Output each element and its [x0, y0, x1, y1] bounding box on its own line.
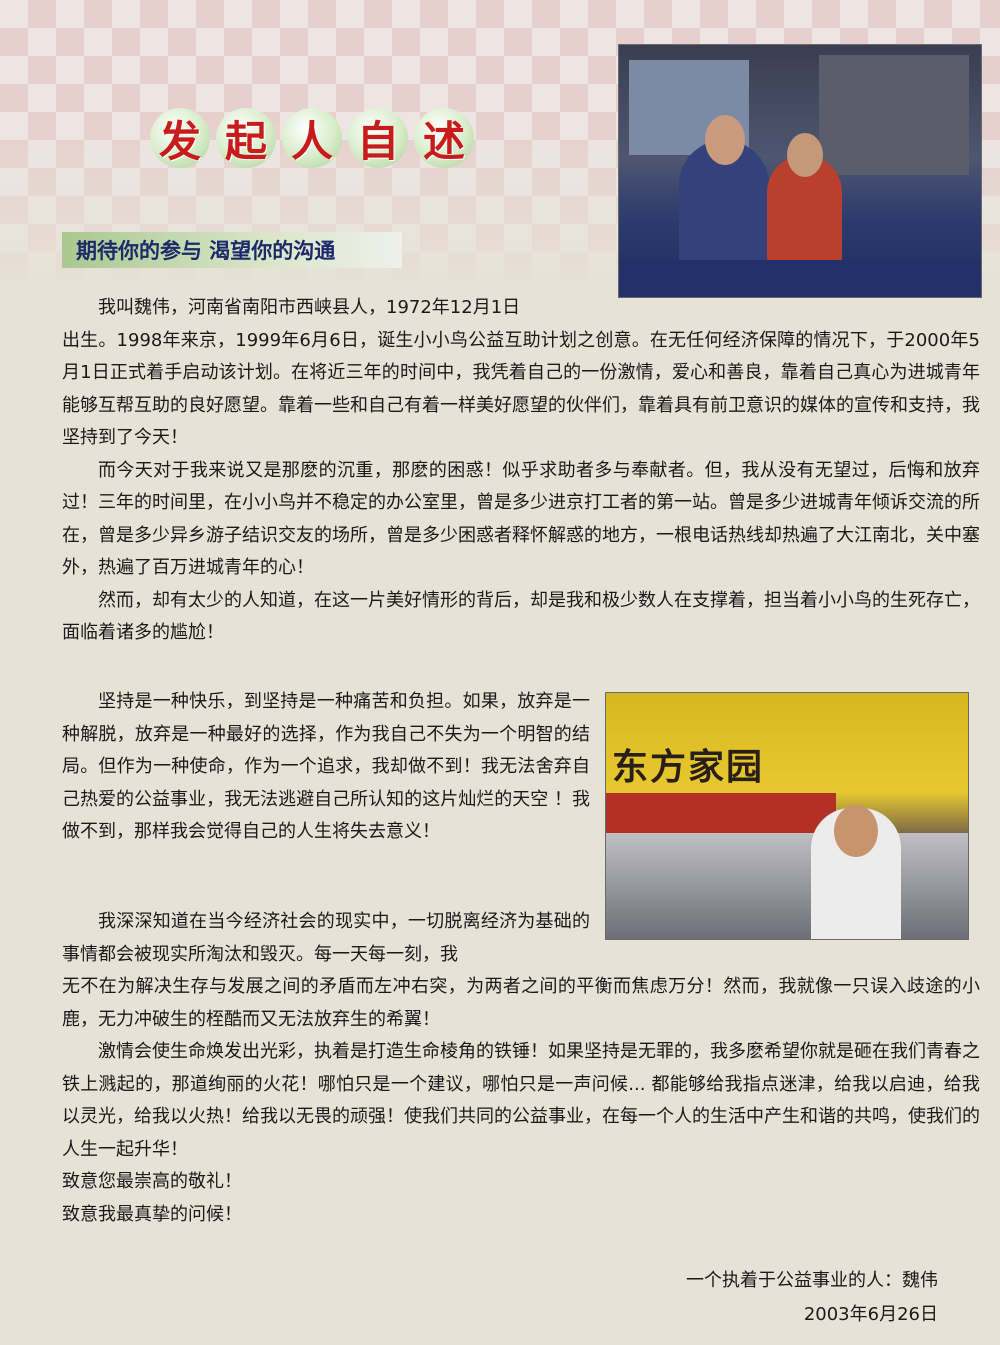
paragraph-5-first-lines: 我深深知道在当今经济社会的现实中，一切脱离经济为基础的事情都会被现实所淘汰和毁灭… — [62, 911, 590, 965]
subtitle-banner: 期待你的参与 渴望你的沟通 — [62, 232, 402, 268]
photo-store-sign: 东方家园 — [612, 746, 765, 788]
title-char: 起 — [216, 108, 276, 168]
closing-line-2: 致意我最真挚的问候！ — [62, 1203, 242, 1225]
paragraph-4: 坚持是一种快乐，到坚持是一种痛苦和负担。如果，放弃是一种解脱，放弃是一种最好的选… — [62, 691, 590, 842]
title-char: 发 — [150, 108, 210, 168]
paragraph-5-rest: 无不在为解决生存与发展之间的矛盾而左冲右突，为两者之间的平衡而焦虑万分！然而，我… — [62, 976, 980, 1030]
photo-wall — [819, 55, 969, 175]
title-char: 自 — [348, 108, 408, 168]
paragraph-1-rest: 出生。1998年来京，1999年6月6日，诞生小小鸟公益互助计划之创意。在无任何… — [62, 329, 980, 449]
volunteers-photo: 东方家园 — [605, 692, 969, 940]
body-section-2: 坚持是一种快乐，到坚持是一种痛苦和负担。如果，放弃是一种解脱，放弃是一种最好的选… — [62, 686, 590, 849]
paragraph-3: 然而，却有太少的人知道，在这一片美好情形的背后，却是我和极少数人在支撑着，担当着… — [62, 589, 980, 644]
title-char: 述 — [414, 108, 474, 168]
body-section-1: 我叫魏伟，河南省南阳市西峡县人，1972年12月1日 出生。1998年来京，19… — [62, 292, 980, 650]
title-char: 人 — [282, 108, 342, 168]
paragraph-5: 我深深知道在当今经济社会的现实中，一切脱离经济为基础的事情都会被现实所淘汰和毁灭… — [62, 906, 980, 971]
paragraph-1-first-line: 我叫魏伟，河南省南阳市西峡县人，1972年12月1日 — [98, 297, 521, 318]
photo-desk — [619, 260, 981, 297]
photo-banner — [606, 793, 836, 833]
photo-crowd — [606, 833, 968, 939]
photo-person-head — [787, 133, 823, 177]
photo-person-head — [705, 115, 745, 165]
paragraph-2: 而今天对于我来说又是那麽的沉重，那麽的困惑！似乎求助者多与奉献者。但，我从没有无… — [62, 459, 980, 579]
photo-person-head — [834, 805, 878, 857]
page-title: 发 起 人 自 述 — [150, 108, 474, 168]
radio-studio-photo — [618, 44, 982, 298]
paragraph-1: 我叫魏伟，河南省南阳市西峡县人，1972年12月1日 — [62, 292, 980, 325]
paragraph-6: 激情会使生命焕发出光彩，执着是打造生命棱角的铁锤！如果坚持是无罪的，我多麽希望你… — [62, 1041, 980, 1160]
body-section-3: 我深深知道在当今经济社会的现实中，一切脱离经济为基础的事情都会被现实所淘汰和毁灭… — [62, 906, 980, 1231]
date: 2003年6月26日 — [803, 1304, 938, 1325]
closing-line-1: 致意您最崇高的敬礼！ — [62, 1171, 242, 1192]
signature: 一个执着于公益事业的人：魏伟 — [686, 1270, 938, 1291]
